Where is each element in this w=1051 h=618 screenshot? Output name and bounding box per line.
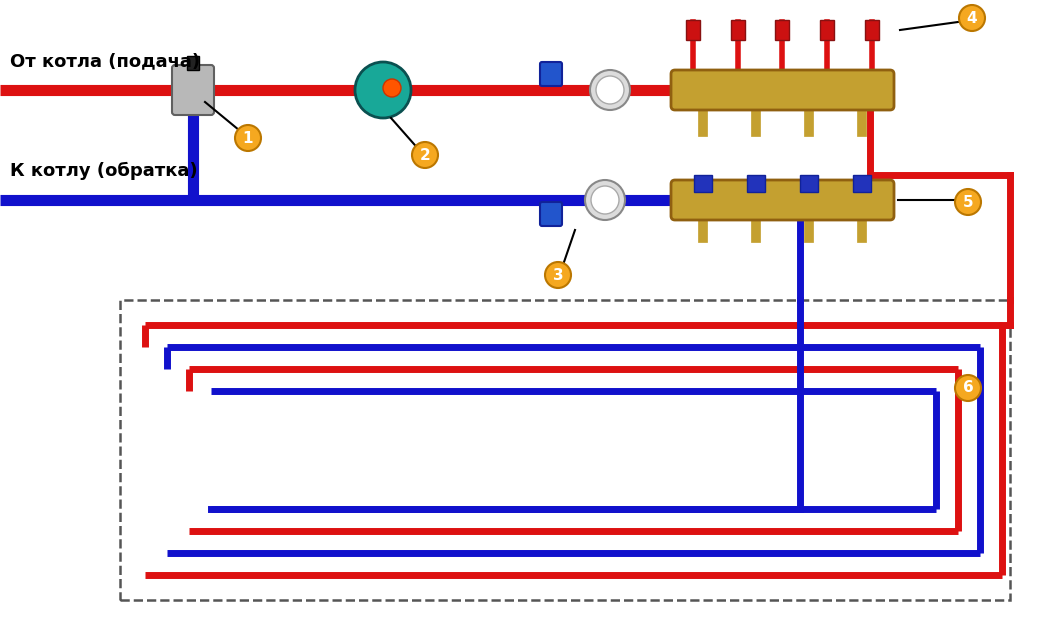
- Bar: [730, 20, 745, 40]
- Text: 4: 4: [967, 11, 977, 25]
- Circle shape: [412, 142, 438, 168]
- Circle shape: [959, 5, 985, 31]
- Bar: [694, 175, 712, 192]
- Bar: [820, 20, 834, 40]
- Bar: [120, 300, 1010, 600]
- FancyBboxPatch shape: [671, 180, 894, 220]
- Text: 2: 2: [419, 148, 430, 163]
- Text: 5: 5: [963, 195, 973, 210]
- Bar: [853, 175, 871, 192]
- Bar: [865, 20, 879, 40]
- Bar: [747, 175, 765, 192]
- Text: 1: 1: [243, 130, 253, 145]
- Circle shape: [355, 62, 411, 118]
- Circle shape: [591, 186, 619, 214]
- Bar: [187, 56, 199, 70]
- Bar: [776, 20, 789, 40]
- Circle shape: [235, 125, 261, 151]
- Circle shape: [383, 79, 401, 97]
- Text: 6: 6: [963, 381, 973, 396]
- FancyBboxPatch shape: [540, 202, 562, 226]
- Bar: [686, 20, 700, 40]
- FancyBboxPatch shape: [540, 62, 562, 86]
- FancyBboxPatch shape: [671, 70, 894, 110]
- Circle shape: [955, 189, 981, 215]
- Circle shape: [590, 70, 630, 110]
- Circle shape: [585, 180, 625, 220]
- Circle shape: [955, 375, 981, 401]
- FancyBboxPatch shape: [172, 65, 214, 115]
- Text: К котлу (обратка): К котлу (обратка): [11, 162, 198, 180]
- Text: От котла (подача): От котла (подача): [11, 52, 200, 70]
- Text: 3: 3: [553, 268, 563, 282]
- Circle shape: [545, 262, 571, 288]
- Circle shape: [596, 76, 624, 104]
- Bar: [800, 175, 818, 192]
